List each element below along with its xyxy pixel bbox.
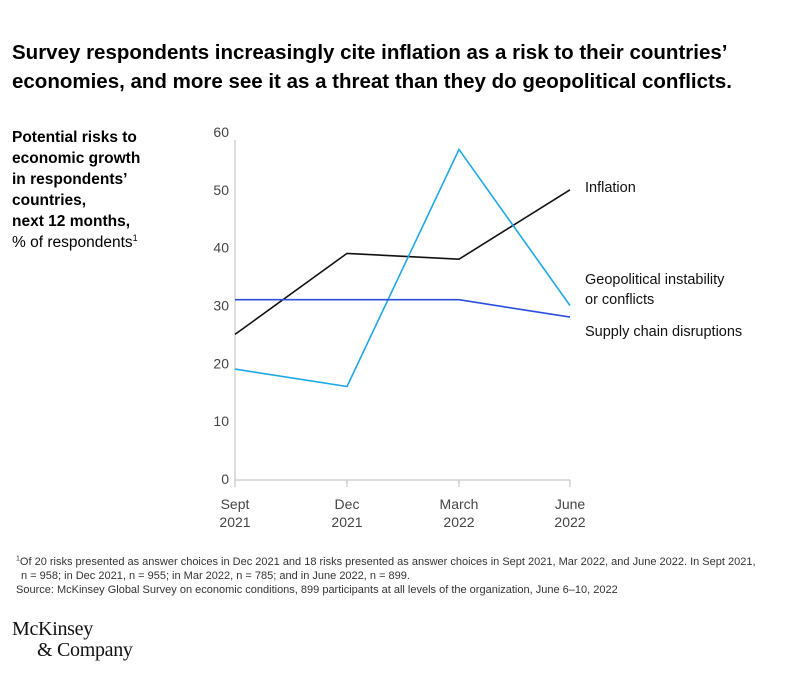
subtitle-line-6: % of respondents1 (12, 232, 140, 253)
series-label: Inflation (585, 180, 636, 196)
footnote-source: Source: McKinsey Global Survey on econom… (16, 584, 618, 596)
y-tick-label: 60 (213, 124, 229, 140)
mckinsey-logo: McKinsey & Company (12, 619, 133, 661)
logo-line-1: McKinsey (12, 618, 93, 640)
x-tick-label-year: 2022 (554, 514, 585, 530)
subtitle-line-2: economic growth (12, 150, 141, 167)
subtitle-line-5: next 12 months, (12, 213, 130, 230)
footnote-line-2: n = 958; in Dec 2021, n = 955; in Mar 20… (21, 570, 410, 582)
x-tick-label: Sept (221, 496, 250, 512)
subtitle-line-4: countries, (12, 192, 87, 209)
x-tick-label: March (440, 496, 479, 512)
footnote: 1Of 20 risks presented as answer choices… (16, 555, 756, 597)
y-tick-label: 0 (221, 471, 229, 487)
x-tick-label: Dec (335, 496, 360, 512)
y-tick-label: 30 (213, 298, 229, 314)
y-tick-label: 10 (213, 413, 229, 429)
x-tick-label-year: 2022 (443, 514, 474, 530)
series-line-supply-chain-disruptions (235, 298, 571, 318)
x-tick-label-year: 2021 (331, 514, 362, 530)
footnote-text-1: Of 20 risks presented as answer choices … (19, 556, 756, 568)
series-line-inflation (234, 189, 571, 336)
y-tick-label: 50 (213, 182, 229, 198)
series-label: Supply chain disruptions (585, 324, 742, 340)
footnote-line-1: 1Of 20 risks presented as answer choices… (16, 555, 756, 569)
subtitle-line-3: in respondents’ (12, 171, 128, 188)
chart-title-line-1: Survey respondents increasingly cite inf… (12, 41, 728, 64)
line-chart: 0 10 20 30 40 50 60 Sept 2021 Dec 2021 March 2022 Jun… (213, 124, 742, 530)
y-tick-label: 20 (213, 355, 229, 371)
y-tick-label: 40 (213, 240, 229, 256)
subtitle-unit: % of respondents (12, 234, 133, 251)
chart-title: Survey respondents increasingly cite inf… (12, 38, 802, 96)
x-tick-label-year: 2021 (219, 514, 250, 530)
subtitle-line-1: Potential risks to (12, 129, 137, 146)
chart-title-line-2: economies, and more see it as a threat t… (12, 70, 732, 93)
series-line-geopolitical-instability-or-conflicts (234, 147, 571, 388)
series-label: Geopolitical instability (585, 272, 725, 288)
x-tick-label: June (555, 496, 586, 512)
logo-line-2: & Company (37, 639, 133, 661)
chart-subtitle: Potential risks to economic growth in re… (12, 127, 140, 253)
series-label: or conflicts (585, 292, 654, 308)
footnote-mark: 1 (16, 555, 20, 563)
subtitle-note-mark: 1 (132, 232, 138, 243)
